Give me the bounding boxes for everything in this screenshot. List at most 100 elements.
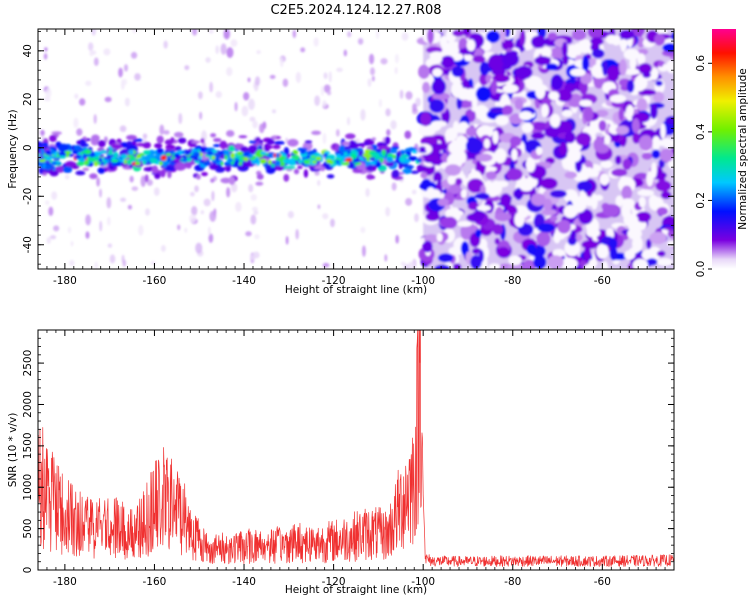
noise-cell: [655, 180, 672, 192]
signal-cell: [303, 169, 309, 178]
signal-cell: [212, 144, 221, 148]
signal-core-cell: [300, 151, 306, 154]
signal-cell: [265, 145, 273, 150]
signal-cell: [304, 140, 313, 144]
spectrogram-x-ticks: -180 -160 -140 -120 -100 -80 -60: [37, 29, 675, 287]
faint-cell: [159, 124, 165, 136]
noise-cell: [650, 67, 659, 81]
noise-cell: [420, 171, 428, 179]
signal-cell: [334, 143, 339, 152]
signal-core-cell: [58, 155, 67, 159]
faint-cell: [184, 227, 188, 233]
noise-cell: [492, 74, 510, 83]
signal-core-cell: [76, 161, 85, 166]
faint-cell: [241, 105, 249, 117]
noise-cell: [495, 180, 509, 188]
signal-core-cell: [53, 151, 58, 157]
signal-cell: [371, 175, 376, 179]
signal-core-cell: [123, 159, 127, 165]
signal-core-cell: [332, 160, 336, 164]
noise-cell: [629, 55, 637, 71]
noise-cell: [487, 190, 498, 198]
signal-core-cell: [352, 158, 360, 163]
noise-cell: [457, 220, 473, 227]
colorbar-gradient: [712, 29, 736, 269]
noise-cell: [575, 132, 592, 146]
colorbar-tick-label: 0.6: [695, 55, 707, 72]
signal-core-cell: [45, 149, 52, 156]
noise-cell: [429, 53, 443, 65]
chart-title: C2E5.2024.124.12.27.R08: [270, 3, 441, 18]
faint-cell: [282, 78, 289, 87]
noise-cell: [649, 196, 664, 211]
signal-cell: [297, 165, 303, 169]
signal-cell: [167, 170, 172, 179]
signal-core-cell: [194, 155, 198, 161]
noise-cell: [669, 140, 674, 147]
noise-cell: [548, 91, 560, 101]
signal-cell: [256, 173, 264, 180]
noise-cell: [418, 64, 430, 79]
signal-core-cell: [198, 155, 203, 160]
noise-cell: [587, 29, 604, 39]
signal-cell: [225, 130, 235, 137]
noise-cell: [437, 253, 454, 263]
signal-core-cell: [46, 156, 52, 161]
faint-cell: [123, 64, 129, 72]
signal-core-cell: [379, 157, 384, 163]
snr-series-line: [38, 330, 674, 567]
faint-cell: [43, 53, 48, 60]
faint-cell: [378, 99, 383, 108]
signal-cell: [49, 134, 57, 143]
signal-core-cell: [235, 155, 241, 159]
faint-cell: [230, 182, 238, 193]
noise-cell: [494, 237, 501, 245]
signal-core-cell: [243, 156, 249, 162]
noise-cell: [508, 255, 522, 266]
noise-cell: [641, 249, 659, 261]
noise-cell: [552, 249, 566, 257]
signal-core-cell: [90, 157, 96, 163]
faint-cell: [285, 235, 289, 245]
noise-cell: [641, 152, 653, 160]
noise-cell: [506, 168, 523, 181]
signal-core-cell: [214, 156, 220, 162]
faint-cell: [91, 29, 96, 36]
faint-cell: [255, 76, 261, 86]
faint-cell: [368, 53, 375, 65]
signal-core-cell: [148, 154, 155, 158]
noise-cell: [574, 42, 580, 58]
signal-cell: [151, 165, 159, 174]
noise-cell: [665, 115, 674, 125]
noise-cell: [627, 227, 642, 240]
faint-cell: [209, 210, 217, 222]
signal-core-cell: [94, 156, 100, 161]
noise-cell: [588, 258, 598, 268]
y-tick-label: 40: [22, 44, 34, 57]
faint-cell: [177, 224, 181, 231]
faint-cell: [146, 179, 153, 186]
noise-cell: [581, 55, 590, 72]
faint-cell: [226, 187, 231, 198]
faint-cell: [53, 225, 60, 232]
signal-core-cell: [101, 158, 105, 161]
noise-cell: [549, 189, 567, 198]
faint-cell: [67, 226, 72, 234]
x-tick-label: -120: [322, 275, 346, 287]
faint-cell: [391, 182, 397, 191]
faint-cell: [247, 77, 251, 83]
faint-cell: [380, 58, 388, 65]
faint-cell: [361, 245, 366, 257]
faint-cell: [140, 175, 146, 188]
faint-cell: [209, 81, 213, 93]
noise-cell: [541, 46, 552, 58]
faint-cell: [323, 84, 331, 93]
noise-cell: [487, 53, 504, 71]
noise-cell: [621, 185, 633, 200]
signal-core-cell: [160, 155, 167, 161]
faint-cell: [371, 75, 375, 82]
noise-cell: [428, 189, 441, 200]
noise-cell: [611, 168, 628, 177]
noise-cell: [433, 146, 440, 157]
noise-cell: [557, 219, 571, 234]
